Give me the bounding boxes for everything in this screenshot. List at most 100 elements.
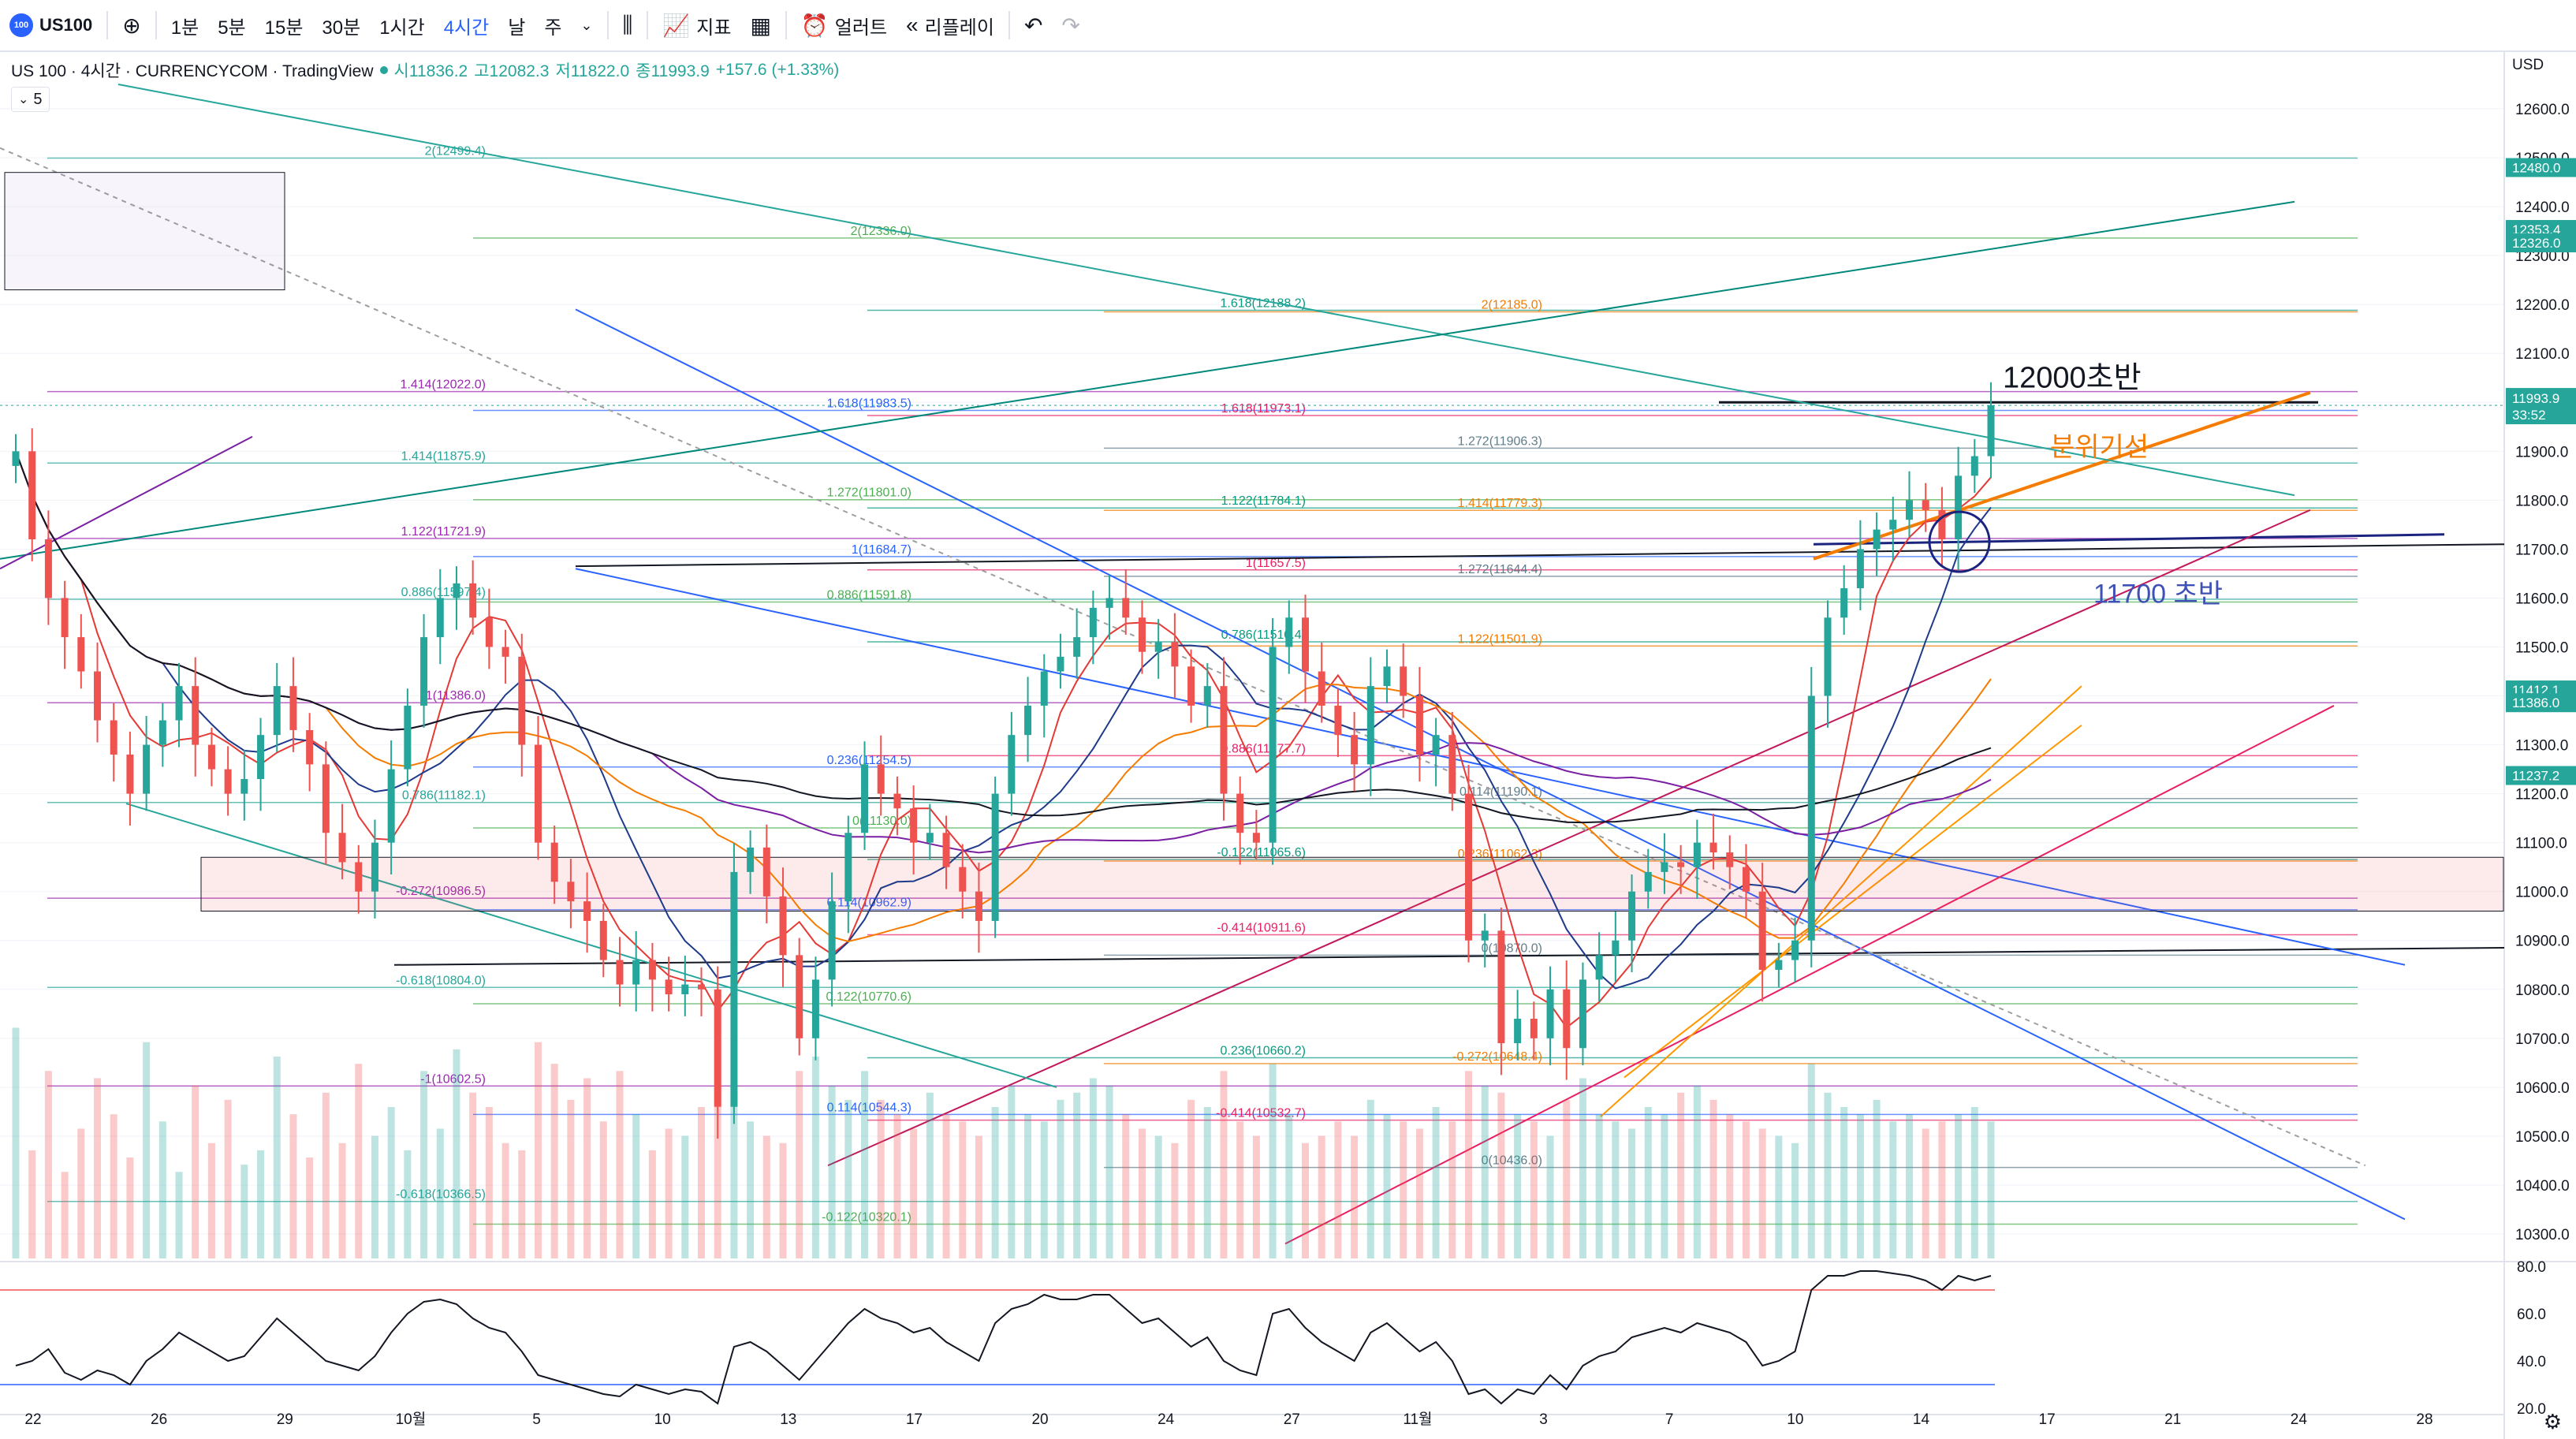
redo-button[interactable]: ↷ <box>1052 0 1089 50</box>
interval-week[interactable]: 주 <box>535 0 571 50</box>
candle-body <box>991 793 999 921</box>
volume-bar <box>1677 1092 1685 1258</box>
interval-label: 5분 <box>218 17 246 39</box>
price-tick-label: 12400.0 <box>2515 199 2570 216</box>
support-line <box>1813 533 2445 546</box>
volume-bar <box>338 1143 346 1258</box>
mood-trend-line <box>1813 390 2311 561</box>
volume-bar <box>61 1172 69 1258</box>
templates-button[interactable]: ▦ <box>740 0 780 50</box>
indicators-button[interactable]: 📈 지표 <box>653 0 740 50</box>
interval-15m[interactable]: 15분 <box>255 0 313 50</box>
interval-label: 1시간 <box>379 17 425 39</box>
legend-low: 저11822.0 <box>555 62 630 80</box>
alert-button[interactable]: ⏰ 얼러트 <box>792 0 897 50</box>
volume-bar <box>77 1128 85 1258</box>
volume-bar <box>1726 1114 1734 1258</box>
fib-level-label: -0.414(10532.7) <box>1216 1107 1306 1120</box>
candlestick-series <box>12 382 1995 1139</box>
volume-bar <box>893 1114 901 1258</box>
candle-body <box>910 808 918 843</box>
study-collapse-toggle[interactable]: ⌄ 5 <box>11 87 50 112</box>
volume-bar <box>1122 1114 1130 1258</box>
candle-body <box>1334 705 1342 736</box>
time-tick-label: 22 <box>24 1411 41 1428</box>
time-axis[interactable]: 22 26 29 10월 5 10 13 17 20 24 27 11월 3 7 10 14 17 21 24 28 <box>24 1411 2432 1428</box>
candle-body <box>257 735 265 779</box>
volume-bars <box>12 1006 1995 1258</box>
volume-bar <box>844 1099 852 1258</box>
time-tick-label: 13 <box>780 1411 796 1428</box>
interval-dropdown[interactable]: ⌄ <box>571 0 602 50</box>
interval-1m[interactable]: 1분 <box>162 0 208 50</box>
candle-body <box>1497 930 1505 1044</box>
candle-body <box>1301 617 1309 672</box>
time-tick-label: 27 <box>1284 1411 1300 1428</box>
fib-level-label: 1(11386.0) <box>426 689 486 703</box>
undo-button[interactable]: ↶ <box>1015 0 1052 50</box>
candle-body <box>681 984 689 994</box>
interval-1h[interactable]: 1시간 <box>370 0 434 50</box>
candle-body <box>1840 588 1848 618</box>
interval-label: 1분 <box>170 17 199 39</box>
volume-bar <box>1383 1114 1391 1258</box>
price-axis[interactable]: 10300.0 10400.0 10500.0 10600.0 10700.0 10800… <box>0 57 2576 1243</box>
candle-body <box>126 754 134 794</box>
compare-add-button[interactable]: ⊕ <box>113 0 150 50</box>
price-tag: 12480.0 <box>2506 158 2576 177</box>
candle-body <box>1677 862 1685 867</box>
volume-bar <box>796 1071 803 1258</box>
price-tick-label: 11700.0 <box>2515 542 2568 558</box>
toolbar-divider <box>1008 11 1010 39</box>
price-chart[interactable]: 2(12499.4) 2(12336.0) 1.618(12188.2) 2(1218… <box>0 52 2576 1439</box>
candlestick-icon: ⫼ <box>622 12 633 37</box>
candle-body <box>893 793 901 809</box>
fib-level-label: 1.272(11644.4) <box>1458 563 1542 576</box>
volume-bar <box>1252 1135 1260 1258</box>
price-tick-label: 11000.0 <box>2515 885 2568 901</box>
interval-4h[interactable]: 4시간 <box>434 0 499 50</box>
candle-body <box>1481 930 1489 941</box>
candle-body <box>665 979 673 994</box>
time-tick-label: 24 <box>1158 1411 1175 1428</box>
volume-bar <box>681 1135 689 1258</box>
candle-body <box>632 960 640 985</box>
toolbar-divider <box>106 11 109 39</box>
interval-30m[interactable]: 30분 <box>312 0 370 50</box>
study-value: 5 <box>33 90 43 108</box>
candle-body <box>518 656 526 745</box>
time-tick-label: 5 <box>532 1411 541 1428</box>
fib-level-label: -0.618(10366.5) <box>396 1188 486 1202</box>
candle-body <box>583 901 591 921</box>
price-tag-bg <box>2506 158 2576 177</box>
replay-button[interactable]: « 리플레이 <box>897 0 1004 50</box>
interval-5m[interactable]: 5분 <box>208 0 255 50</box>
volume-bar <box>371 1135 378 1258</box>
candle-body <box>436 598 444 638</box>
candle-body <box>1415 695 1423 755</box>
candle-body <box>1318 671 1325 706</box>
moving-average-line <box>15 450 1992 990</box>
settings-gear-icon[interactable]: ⚙ <box>2543 1410 2562 1433</box>
interval-day[interactable]: 날 <box>498 0 535 50</box>
volume-bar <box>1203 1107 1211 1258</box>
time-tick-label: 14 <box>1913 1411 1930 1428</box>
candle-body <box>1807 695 1815 941</box>
candle-body <box>387 769 395 843</box>
volume-bar <box>192 1085 199 1258</box>
chart-type-button[interactable]: ⫼ <box>613 0 643 50</box>
fib-level-label: -1(10602.5) <box>420 1072 486 1086</box>
price-tag-label: 11386.0 <box>2512 695 2559 710</box>
volume-bar <box>1008 1085 1016 1258</box>
volume-bar <box>991 1107 999 1258</box>
time-tick-label: 17 <box>906 1411 923 1428</box>
volume-bar <box>910 1128 918 1258</box>
price-tag-label: 11237.2 <box>2512 769 2559 784</box>
rsi-axis[interactable]: 20.0 40.0 60.0 80.0 <box>2517 1259 2546 1418</box>
candle-body <box>730 871 738 1107</box>
candle-body <box>143 744 151 794</box>
fib-level-label: 0.786(11182.1) <box>402 789 486 803</box>
volume-bar <box>942 1114 950 1258</box>
symbol-search-button[interactable]: 100 US100 <box>0 0 102 50</box>
candle-body <box>1351 735 1359 765</box>
